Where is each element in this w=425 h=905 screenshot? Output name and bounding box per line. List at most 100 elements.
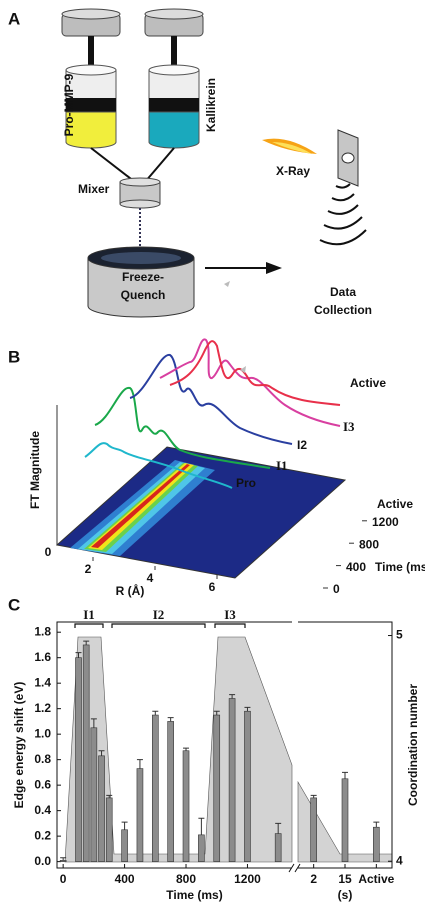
- error-bar: [121, 821, 128, 830]
- xray-label: X-Ray: [276, 164, 310, 178]
- bar: [182, 750, 190, 862]
- bar: [198, 834, 205, 862]
- interval-bracket: [214, 623, 246, 628]
- time-tick-label: 1200: [372, 515, 399, 529]
- data-collection-label: Data: [330, 285, 356, 299]
- bar: [121, 829, 128, 862]
- interval-bracket: [74, 623, 104, 628]
- x-tick-label: Active: [358, 872, 394, 886]
- bar: [274, 833, 282, 862]
- interval-label: I3: [224, 607, 236, 622]
- bar: [228, 698, 236, 862]
- x-axis-label: (s): [338, 888, 353, 902]
- r-tick-label: 2: [85, 562, 92, 576]
- z-tick-label: 0: [45, 545, 52, 559]
- error-bar: [275, 822, 282, 834]
- y-tick-label: 1.2: [34, 701, 51, 715]
- curve-label: Active: [350, 376, 386, 390]
- error-bar: [183, 747, 190, 751]
- interval-bracket: [111, 623, 206, 628]
- error-bar: [136, 759, 143, 769]
- panel-label: C: [8, 595, 20, 614]
- y-tick-label: 0.0: [34, 854, 51, 868]
- x-tick-label: 1200: [234, 872, 261, 886]
- curve-label: I1: [276, 458, 288, 473]
- error-bar: [373, 821, 380, 828]
- time-tick-label: Active: [377, 497, 413, 511]
- axis-frame: [56, 621, 292, 869]
- x-axis-label: Time (ms): [166, 888, 222, 902]
- x-tick-label: 2: [310, 872, 317, 886]
- data-collection-label: Collection: [314, 303, 372, 317]
- interval-label: I2: [153, 607, 165, 622]
- syringe-label: Kallikrein: [204, 78, 218, 132]
- y-tick-label: 1.0: [34, 726, 51, 740]
- panel-label: A: [8, 9, 20, 28]
- error-bar: [310, 794, 317, 798]
- r-axis-label: R (Å): [116, 583, 145, 598]
- panel-a-drawing: [61, 8, 367, 318]
- panel-b-drawing: [55, 281, 347, 579]
- bar: [136, 768, 144, 862]
- bar: [75, 657, 82, 862]
- bar: [59, 860, 67, 862]
- error-bar: [83, 640, 90, 645]
- y-tick-label: 0.2: [34, 828, 51, 842]
- bar: [310, 797, 317, 862]
- x-tick-label: 400: [115, 872, 135, 886]
- error-bar: [244, 706, 251, 712]
- y2-tick-label: 4: [396, 853, 403, 867]
- x-tick-label: 0: [60, 872, 67, 886]
- time-tick-label: 400: [346, 560, 366, 574]
- bar: [105, 797, 113, 862]
- freeze-quench-label: Freeze-: [122, 270, 164, 284]
- y-tick-label: 0.4: [34, 803, 51, 817]
- bar: [244, 710, 251, 862]
- axis-break: [288, 863, 301, 873]
- y-tick-label: 1.8: [34, 624, 51, 638]
- bar: [98, 755, 105, 862]
- curve-label: Pro: [236, 476, 256, 490]
- y-tick-label: 0.8: [34, 752, 51, 766]
- bar: [90, 727, 98, 862]
- error-bar: [198, 817, 205, 835]
- syringe-label: Pro-MMP-9: [62, 73, 76, 136]
- y-tick-label: 1.4: [34, 675, 51, 689]
- y-tick-label: 1.6: [34, 650, 51, 664]
- error-bar: [342, 771, 348, 779]
- r-tick-label: 6: [209, 580, 216, 594]
- y2-tick-label: 5: [396, 628, 403, 642]
- time-axis-label: Time (ms): [375, 560, 425, 574]
- bar: [82, 644, 90, 862]
- mixer-label: Mixer: [78, 182, 110, 196]
- curve-label: I3: [343, 419, 355, 434]
- interval-label: I1: [83, 607, 95, 622]
- bar: [341, 778, 349, 862]
- z-axis-label: FT Magnitude: [28, 431, 42, 509]
- time-tick-label: 0: [333, 582, 340, 596]
- bar: [152, 714, 159, 862]
- x-tick-label: 800: [176, 872, 196, 886]
- error-bar: [213, 710, 220, 716]
- time-tick-label: 800: [359, 537, 379, 551]
- x-tick-label: 15: [338, 872, 352, 886]
- y2-axis-label: Coordination number: [406, 684, 420, 806]
- bar: [373, 826, 380, 862]
- panel-label: B: [8, 347, 20, 366]
- y-tick-label: 0.6: [34, 777, 51, 791]
- bar: [213, 714, 221, 862]
- error-bar: [152, 710, 159, 716]
- error-bar: [60, 857, 67, 861]
- error-bar: [98, 750, 105, 756]
- error-bar: [106, 794, 113, 798]
- error-bar: [75, 652, 82, 658]
- freeze-quench-label: Quench: [121, 288, 166, 302]
- curve-label: I2: [297, 438, 307, 452]
- error-bar: [229, 694, 236, 699]
- r-tick-label: 4: [147, 571, 154, 585]
- bar: [167, 721, 174, 862]
- y-axis-label: Edge energy shift (eV): [12, 682, 26, 809]
- error-bar: [90, 718, 97, 728]
